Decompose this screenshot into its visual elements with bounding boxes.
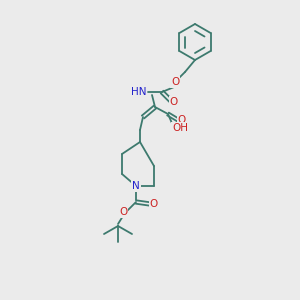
Text: OH: OH [172, 123, 188, 133]
Text: N: N [132, 181, 140, 191]
Text: O: O [170, 97, 178, 107]
Text: HN: HN [130, 87, 146, 97]
Text: O: O [178, 115, 186, 125]
Text: O: O [119, 207, 127, 217]
Text: O: O [150, 199, 158, 209]
Text: O: O [171, 77, 179, 87]
